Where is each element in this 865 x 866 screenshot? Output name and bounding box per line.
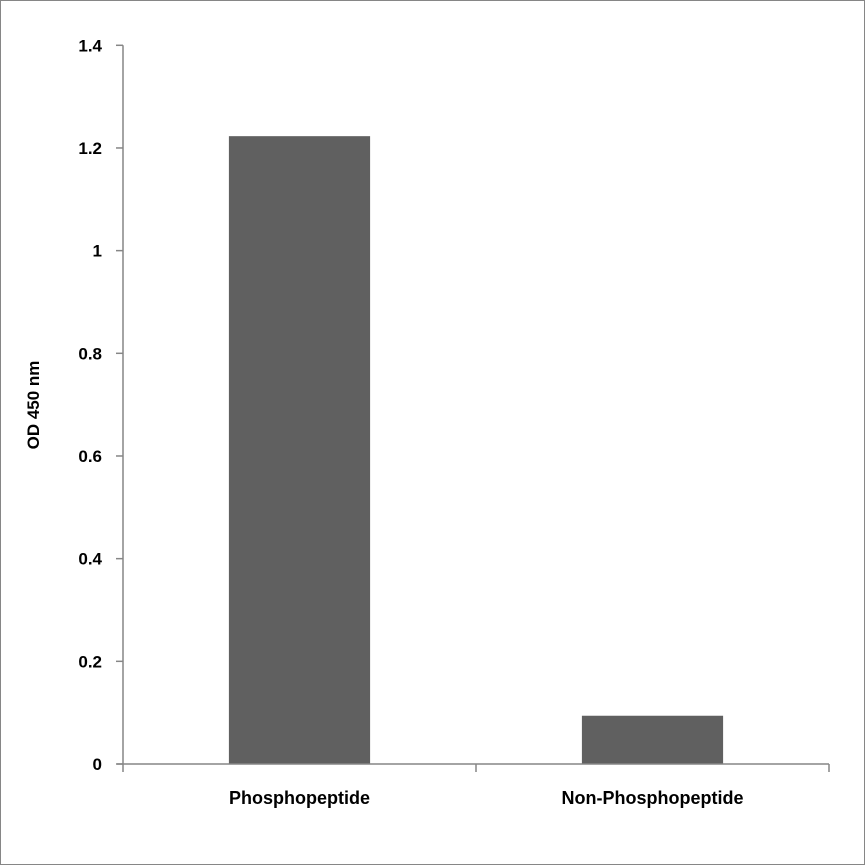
bar-non-phosphopeptide bbox=[581, 715, 724, 764]
y-tick-label: 1.2 bbox=[78, 139, 102, 158]
y-tick-label: 0.6 bbox=[78, 447, 102, 466]
y-tick-label: 0 bbox=[93, 755, 102, 774]
x-tick-label: Non-Phosphopeptide bbox=[562, 788, 744, 808]
y-tick-label: 0.2 bbox=[78, 652, 102, 671]
y-tick-label: 1 bbox=[93, 242, 102, 261]
bar-phosphopeptide bbox=[228, 136, 371, 765]
y-tick-label: 1.4 bbox=[78, 36, 102, 55]
y-tick-label: 0.8 bbox=[78, 344, 102, 363]
y-tick-label: 0.4 bbox=[78, 550, 102, 569]
x-tick-label: Phosphopeptide bbox=[229, 788, 370, 808]
y-axis-label: OD 450 nm bbox=[24, 361, 43, 450]
